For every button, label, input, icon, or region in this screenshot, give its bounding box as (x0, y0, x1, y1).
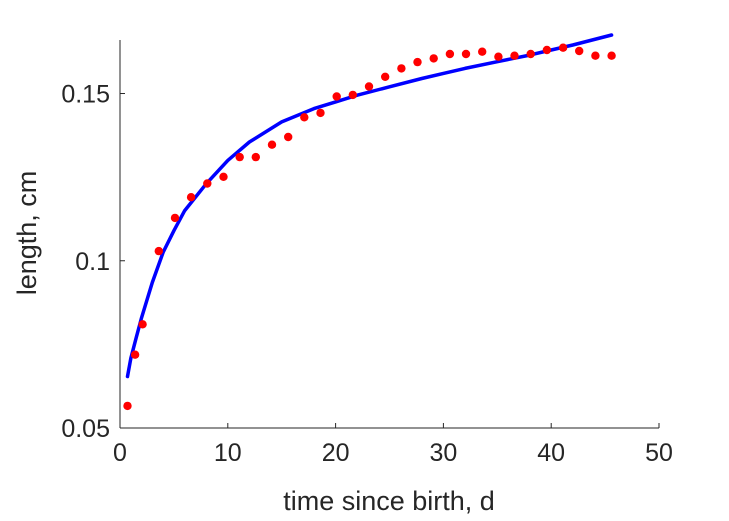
x-tick-label: 20 (322, 439, 350, 467)
data-point (267, 140, 277, 149)
data-point (575, 46, 584, 56)
x-axis-label: time since birth, d (283, 486, 495, 516)
plot-marks (123, 33, 616, 411)
data-point (364, 82, 374, 91)
data-point (445, 49, 455, 59)
data-point (138, 320, 147, 329)
data-point (170, 213, 180, 223)
x-tick-label: 0 (113, 439, 127, 467)
data-point (123, 401, 132, 411)
x-tick-label: 30 (429, 439, 457, 467)
data-point (203, 179, 212, 188)
x-tick-label: 50 (645, 439, 673, 467)
data-point (130, 350, 140, 359)
y-tick-label: 0.1 (75, 248, 110, 276)
fit-curve (125, 33, 614, 379)
data-point (154, 246, 163, 256)
data-point (235, 152, 244, 162)
data-point (332, 92, 341, 101)
data-point (251, 152, 260, 162)
data-point (348, 90, 357, 100)
x-tick-label: 40 (537, 439, 565, 467)
data-point (591, 51, 600, 60)
y-axis-label: length, cm (12, 171, 42, 296)
data-point (542, 45, 552, 55)
data-point (461, 49, 471, 59)
axes: 0 10 20 30 40 50 0.05 0.1 0.15 (61, 40, 673, 467)
data-point (510, 51, 519, 60)
data-point (381, 72, 390, 82)
data-point (478, 47, 487, 56)
data-point (397, 64, 406, 73)
y-tick-label: 0.05 (61, 415, 110, 443)
data-point (558, 43, 568, 52)
data-point (219, 172, 228, 181)
x-tick-label: 10 (214, 439, 242, 467)
y-tick-label: 0.15 (61, 81, 110, 109)
data-point (316, 108, 325, 118)
data-point (284, 132, 293, 142)
data-point (429, 54, 438, 63)
data-point (526, 49, 535, 59)
data-point (413, 57, 422, 67)
data-point (494, 52, 503, 61)
data-point (300, 113, 309, 122)
data-point (607, 51, 616, 60)
data-point (186, 193, 196, 202)
